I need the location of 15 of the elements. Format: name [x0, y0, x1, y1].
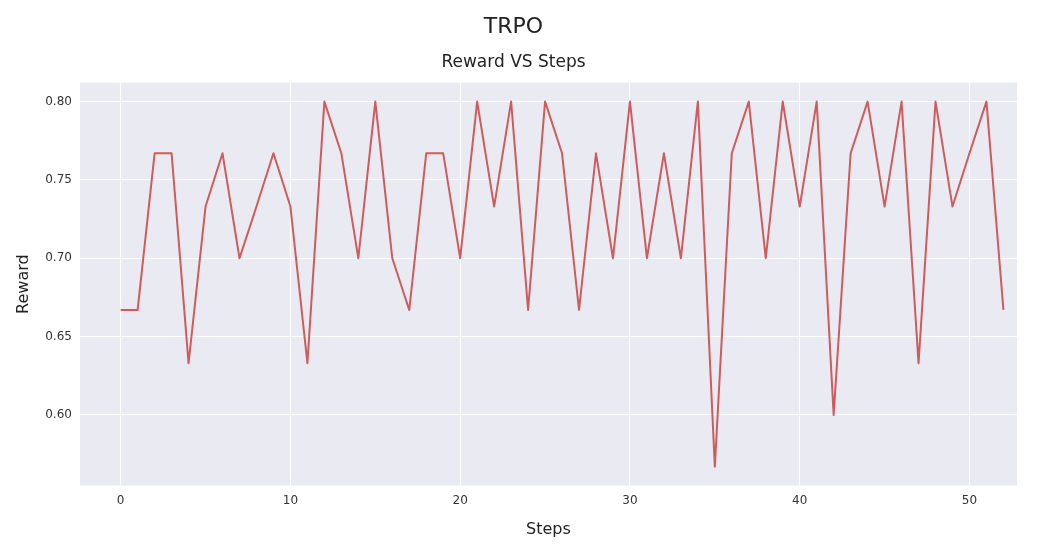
- x-tick-label: 10: [282, 492, 299, 507]
- chart-title: TRPO: [482, 12, 544, 38]
- x-axis-title: Steps: [526, 518, 571, 538]
- y-tick-label: 0.80: [45, 93, 72, 108]
- y-tick-label: 0.70: [45, 250, 72, 265]
- x-tick-label: 0: [116, 492, 125, 507]
- x-tick-label: 20: [452, 492, 468, 507]
- y-tick-label: 0.65: [45, 328, 72, 343]
- x-tick-label: 30: [622, 492, 638, 507]
- x-tick-label: 40: [792, 492, 808, 507]
- y-axis-title: Reward: [12, 254, 32, 314]
- chart-subtitle: Reward VS Steps: [441, 51, 586, 72]
- y-tick-label: 0.60: [45, 407, 72, 422]
- x-tick-label: 50: [961, 492, 978, 507]
- y-tick-label: 0.75: [45, 172, 72, 187]
